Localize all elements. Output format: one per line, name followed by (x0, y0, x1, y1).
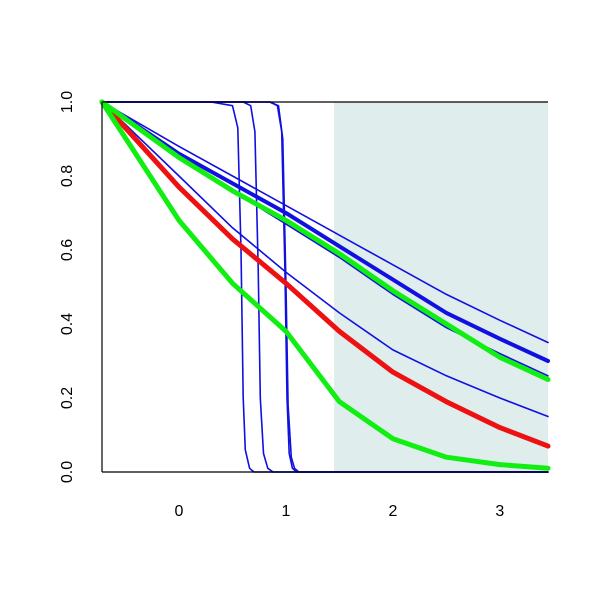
shaded-region (334, 102, 548, 472)
x-tick-label: 3 (495, 503, 504, 520)
blue-series-line-4 (101, 101, 549, 473)
x-tick-label: 1 (282, 503, 291, 520)
blue-series-line-1 (101, 101, 549, 473)
red-series-line-9 (99, 99, 551, 449)
y-tick-label: 0.6 (59, 239, 76, 261)
blue-series-line-5 (101, 101, 549, 344)
blue-series-line-8 (101, 101, 549, 418)
x-tick-label: 2 (388, 503, 397, 520)
green-series-line-11 (99, 99, 551, 471)
y-tick-label: 0.4 (59, 313, 76, 335)
axes (101, 101, 548, 473)
green-series-line-10 (99, 99, 551, 382)
x-tick-label: 0 (175, 503, 184, 520)
y-tick-label: 0.2 (59, 387, 76, 409)
y-ticks: 0.0 0.2 0.4 0.6 0.8 1.0 (59, 91, 76, 483)
blue-series-line-7 (100, 100, 550, 363)
y-tick-label: 1.0 (59, 91, 76, 113)
blue-series-line-2 (101, 101, 549, 473)
y-tick-label: 0.8 (59, 165, 76, 187)
x-ticks: 0 1 2 3 (175, 503, 505, 520)
series-group (99, 99, 551, 473)
y-tick-label: 0.0 (59, 461, 76, 483)
